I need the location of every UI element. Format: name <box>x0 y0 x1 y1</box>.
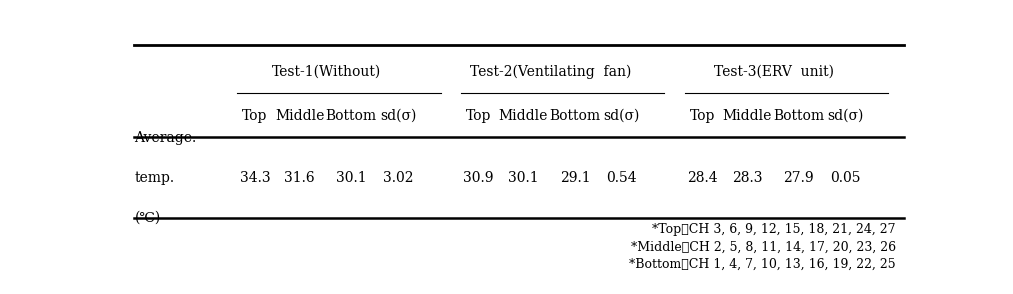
Text: Top: Top <box>242 109 267 123</box>
Text: Top: Top <box>690 109 715 123</box>
Text: Bottom: Bottom <box>773 109 825 123</box>
Text: Middle: Middle <box>276 109 324 123</box>
Text: 34.3: 34.3 <box>240 171 270 185</box>
Text: sd(σ): sd(σ) <box>380 109 416 123</box>
Text: 30.1: 30.1 <box>336 171 367 185</box>
Text: 31.6: 31.6 <box>285 171 315 185</box>
Text: *Bottom：CH 1, 4, 7, 10, 13, 16, 19, 22, 25: *Bottom：CH 1, 4, 7, 10, 13, 16, 19, 22, … <box>629 258 897 270</box>
Text: Middle: Middle <box>722 109 772 123</box>
Text: Bottom: Bottom <box>325 109 377 123</box>
Text: Test-1(Without): Test-1(Without) <box>271 64 381 78</box>
Text: Test-2(Ventilating  fan): Test-2(Ventilating fan) <box>470 64 631 79</box>
Text: *Top：CH 3, 6, 9, 12, 15, 18, 21, 24, 27: *Top：CH 3, 6, 9, 12, 15, 18, 21, 24, 27 <box>652 223 897 236</box>
Text: 3.02: 3.02 <box>383 171 413 185</box>
Text: 0.54: 0.54 <box>607 171 637 185</box>
Text: 30.9: 30.9 <box>464 171 494 185</box>
Text: temp.: temp. <box>135 171 174 185</box>
Text: 29.1: 29.1 <box>559 171 591 185</box>
Text: 27.9: 27.9 <box>783 171 814 185</box>
Text: *Middle：CH 2, 5, 8, 11, 14, 17, 20, 23, 26: *Middle：CH 2, 5, 8, 11, 14, 17, 20, 23, … <box>631 240 897 253</box>
Text: sd(σ): sd(σ) <box>604 109 640 123</box>
Text: Test-3(ERV  unit): Test-3(ERV unit) <box>714 64 834 78</box>
Text: 30.1: 30.1 <box>509 171 539 185</box>
Text: 28.4: 28.4 <box>687 171 718 185</box>
Text: (℃): (℃) <box>135 211 161 225</box>
Text: Middle: Middle <box>498 109 548 123</box>
Text: 0.05: 0.05 <box>831 171 861 185</box>
Text: Average.: Average. <box>135 131 197 145</box>
Text: Top: Top <box>466 109 491 123</box>
Text: sd(σ): sd(σ) <box>828 109 864 123</box>
Text: 28.3: 28.3 <box>732 171 763 185</box>
Text: Bottom: Bottom <box>549 109 601 123</box>
